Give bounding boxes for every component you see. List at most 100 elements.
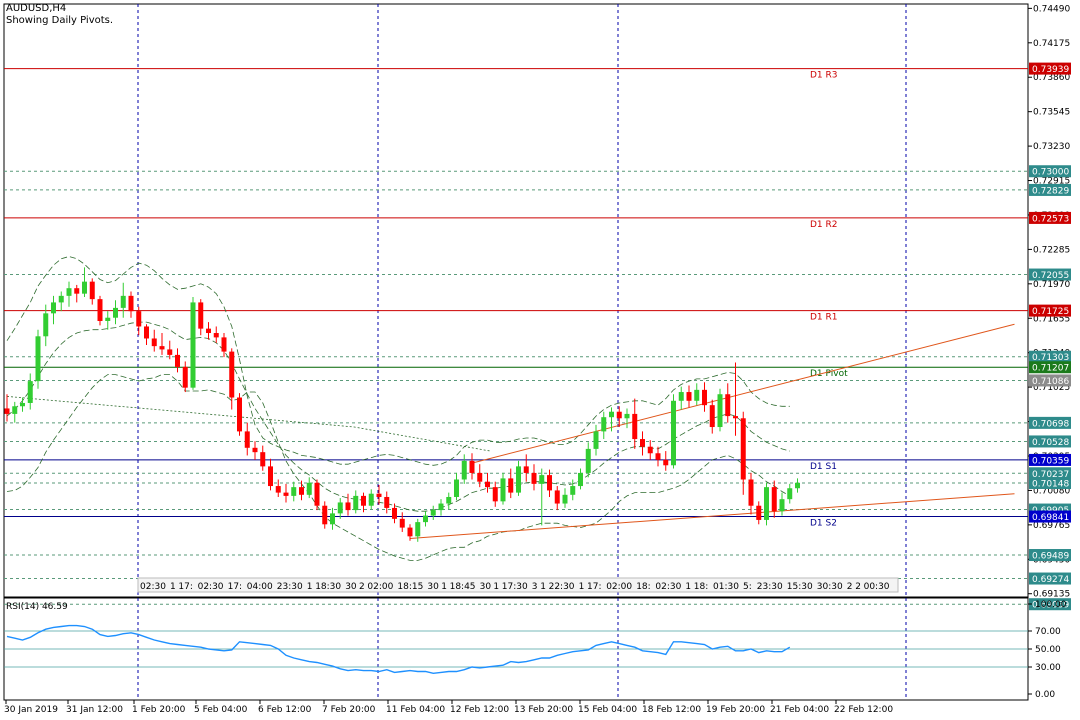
session-label: 02:00: [606, 582, 632, 592]
candle-body: [578, 472, 583, 487]
price-tag-label: 0.71303: [1032, 353, 1069, 363]
session-label: 18:: [694, 582, 708, 592]
pivot-label: D1 S2: [810, 519, 837, 529]
session-label: 17:: [178, 582, 192, 592]
candle-body: [601, 417, 607, 432]
x-tick-label: 11 Feb 04:00: [386, 705, 445, 715]
session-label: 30: [427, 582, 439, 592]
candle-body: [702, 389, 707, 406]
candle-body: [291, 487, 297, 496]
candle-body: [423, 515, 428, 523]
candle-body: [461, 460, 467, 480]
x-tick-label: 7 Feb 20:00: [322, 705, 376, 715]
candle-body: [678, 392, 684, 401]
candle-body: [136, 311, 142, 327]
candle-body: [12, 406, 18, 414]
price-tag: [1029, 374, 1071, 387]
candle-body: [27, 381, 33, 403]
session-label: 1: [307, 582, 313, 592]
pivot-label: D1 S1: [810, 462, 837, 472]
candle-body: [175, 354, 180, 367]
session-label: 30: [480, 582, 492, 592]
candle-body: [764, 487, 769, 520]
price-tag: [1029, 183, 1071, 196]
candle-body: [221, 337, 227, 352]
candle-body: [330, 513, 335, 525]
rsi-title: RSI(14) 46.59: [6, 602, 68, 612]
price-tag-label: 0.70698: [1032, 419, 1069, 429]
candle-body: [198, 302, 204, 329]
price-tag: [1029, 467, 1071, 480]
candle-body: [353, 495, 359, 511]
y-tick-label: 0.72285: [1033, 245, 1070, 255]
candle-body: [554, 490, 560, 504]
session-label: 17:: [587, 582, 601, 592]
candle-body: [531, 472, 537, 484]
price-panel-frame: [3, 3, 1029, 598]
channel-lower-line: [409, 493, 1015, 540]
price-tag-label: 0.70359: [1032, 456, 1069, 466]
candle-body: [252, 447, 258, 453]
price-tag: [1029, 598, 1071, 611]
pivot-label: D1 Pivot: [810, 369, 848, 379]
rsi-tick-label: 50.00: [1035, 645, 1061, 655]
candle-body: [477, 472, 483, 482]
price-tag-label: 0.70148: [1032, 479, 1069, 489]
candle-body: [733, 416, 738, 419]
price-tag: [1029, 572, 1071, 585]
candle-body: [748, 479, 754, 506]
candle-body: [299, 487, 304, 495]
candle-body: [120, 295, 126, 308]
price-tag: [1029, 211, 1071, 224]
price-tag-label: 0.72829: [1032, 186, 1069, 196]
price-tag-label: 0.71086: [1032, 377, 1069, 387]
candle-body: [500, 478, 506, 502]
chart-symbol-title: AUDUSD,H4: [6, 3, 67, 14]
candle-body: [771, 487, 777, 512]
x-tick-label: 21 Feb 04:00: [770, 705, 829, 715]
pivot-label: D1 R2: [810, 220, 838, 230]
y-tick-label: 0.73230: [1033, 142, 1070, 152]
price-tag-label: 0.69489: [1032, 552, 1069, 562]
candle-body: [616, 411, 622, 419]
chart-subtitle: Showing Daily Pivots.: [6, 15, 114, 26]
price-tag-label: 0.72055: [1032, 271, 1069, 281]
candle-body: [229, 351, 235, 398]
candle-body: [686, 392, 692, 401]
candle-body: [306, 482, 312, 495]
x-tick-label: 5 Feb 04:00: [194, 705, 248, 715]
session-label: 15:30: [787, 582, 813, 592]
candle-body: [128, 295, 134, 312]
candle-body: [632, 413, 638, 440]
pivot-label: D1 R3: [810, 71, 838, 81]
session-label: 02:30: [655, 582, 681, 592]
x-tick-label: 12 Feb 12:00: [450, 705, 509, 715]
candle-body: [368, 493, 374, 506]
candle-body: [4, 408, 10, 414]
candle-body: [492, 487, 498, 502]
y-tick-label: 0.73860: [1033, 73, 1070, 83]
session-label: 00:30: [864, 582, 890, 592]
candle-body: [384, 496, 390, 508]
candle-body: [35, 336, 41, 382]
session-label: 1: [540, 582, 546, 592]
price-tag-label: 0.70237: [1032, 470, 1069, 480]
candle-body: [260, 452, 266, 467]
session-label: 30:30: [817, 582, 843, 592]
candle-body: [516, 466, 521, 493]
session-label: 1: [685, 582, 691, 592]
session-label: 30: [345, 582, 357, 592]
session-label: 1: [493, 582, 499, 592]
session-label: 1: [579, 582, 585, 592]
candle-body: [159, 346, 165, 350]
candle-body: [740, 418, 746, 480]
candle-body: [167, 349, 173, 355]
rsi-tick-label: 100.00: [1035, 600, 1067, 610]
candle-body: [376, 493, 382, 497]
session-label: 1: [170, 582, 176, 592]
candle-body: [585, 448, 591, 473]
candle-body: [438, 503, 444, 511]
candle-body: [213, 333, 219, 338]
price-tag-label: 0.71725: [1032, 307, 1069, 317]
